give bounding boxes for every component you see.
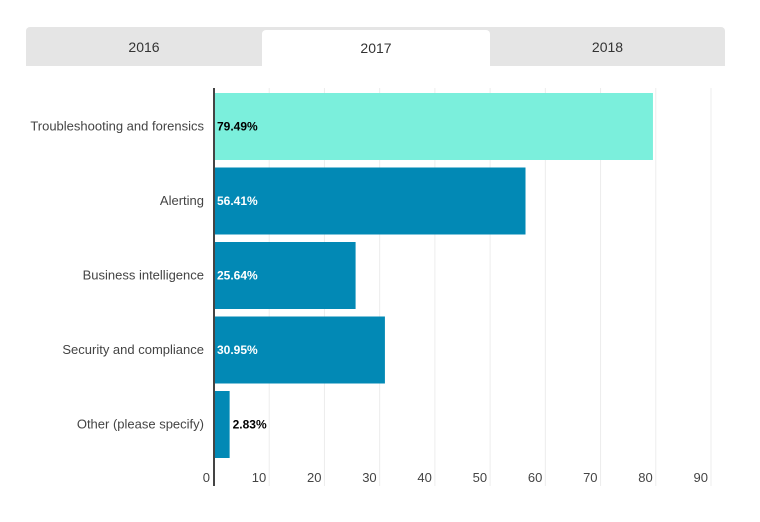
tab-2017[interactable]: 2017 — [262, 30, 490, 66]
year-tabs: 2016 2017 2018 — [26, 27, 725, 66]
bar — [214, 242, 356, 309]
x-tick-label: 20 — [307, 470, 321, 485]
data-label: 56.41% — [217, 194, 258, 208]
category-label: Troubleshooting and forensics — [30, 119, 204, 134]
bar — [214, 93, 653, 160]
x-tick-label: 90 — [694, 470, 708, 485]
x-tick-label: 60 — [528, 470, 542, 485]
category-label: Security and compliance — [62, 342, 204, 357]
category-label: Other (please specify) — [77, 417, 204, 432]
bar — [214, 167, 526, 235]
x-tick-label: 30 — [362, 470, 376, 485]
bar — [214, 316, 385, 384]
data-label: 25.64% — [217, 269, 258, 283]
x-tick-label: 70 — [583, 470, 597, 485]
x-tick-label: 0 — [203, 470, 210, 485]
bar — [214, 391, 230, 458]
x-tick-label: 50 — [473, 470, 487, 485]
tab-2018[interactable]: 2018 — [591, 38, 624, 55]
x-tick-label: 80 — [638, 470, 652, 485]
x-tick-label: 40 — [417, 470, 431, 485]
data-label: 79.49% — [217, 120, 258, 134]
x-tick-label: 10 — [252, 470, 266, 485]
data-label: 2.83% — [233, 418, 267, 432]
category-label: Business intelligence — [83, 268, 204, 283]
tab-2016[interactable]: 2016 — [128, 38, 160, 55]
category-label: Alerting — [160, 193, 204, 208]
data-label: 30.95% — [217, 343, 258, 357]
